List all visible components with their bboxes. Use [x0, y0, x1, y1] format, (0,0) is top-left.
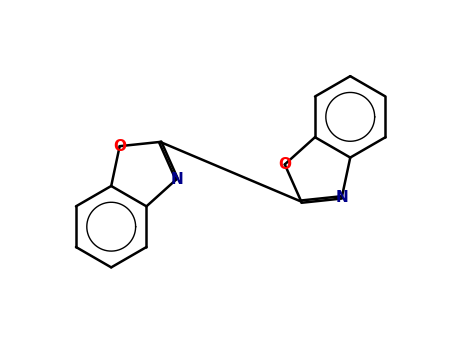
Text: N: N	[170, 172, 183, 187]
Text: N: N	[335, 190, 348, 205]
Text: O: O	[113, 139, 126, 154]
Text: O: O	[278, 157, 291, 172]
